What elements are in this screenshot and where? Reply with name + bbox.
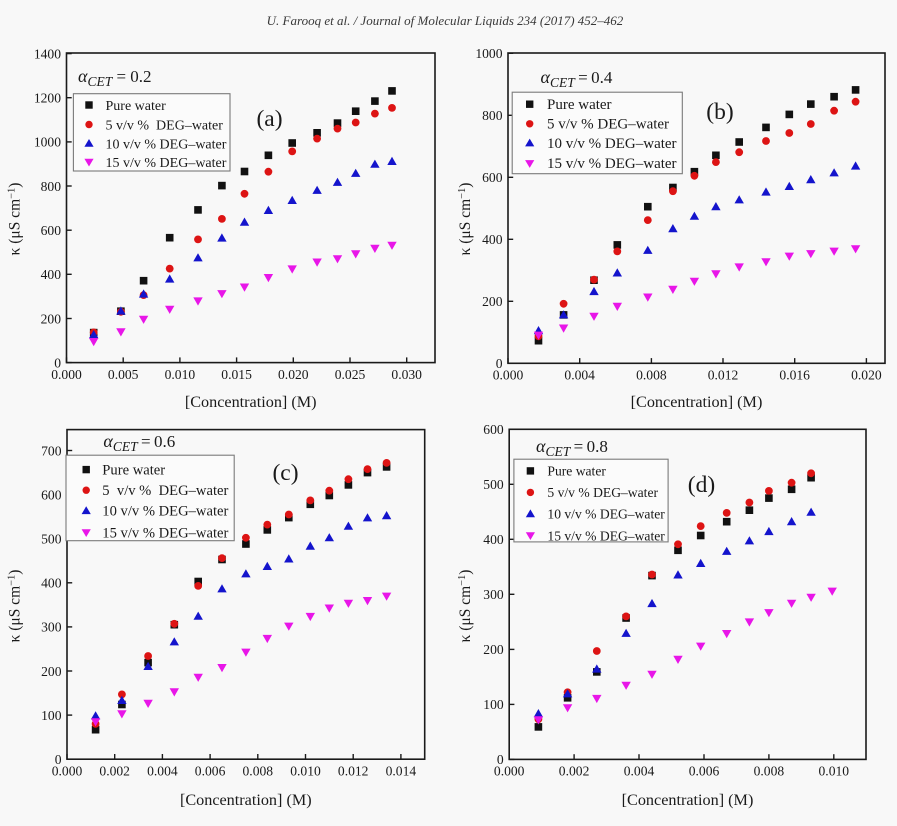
svg-text:0.008: 0.008 [754, 764, 785, 779]
svg-text:0.004: 0.004 [564, 368, 595, 383]
svg-text:κ (μS cm−1): κ (μS cm−1) [7, 183, 24, 256]
svg-text:0.010: 0.010 [290, 763, 321, 778]
svg-text:(a): (a) [256, 106, 282, 132]
svg-text:5 v/v % DEG–water: 5 v/v % DEG–water [547, 485, 658, 500]
svg-text:Pure water: Pure water [106, 99, 167, 114]
svg-text:200: 200 [41, 311, 62, 326]
svg-text:400: 400 [483, 532, 504, 547]
svg-text:600: 600 [482, 170, 503, 185]
svg-text:0.000: 0.000 [494, 764, 525, 779]
svg-text:0.002: 0.002 [559, 764, 590, 779]
svg-text:0.006: 0.006 [689, 764, 720, 779]
svg-text:15 v/v % DEG–water: 15 v/v % DEG–water [547, 156, 677, 172]
svg-text:5 v/v % DEG–water: 5 v/v % DEG–water [547, 117, 669, 133]
svg-text:15 v/v % DEG–water: 15 v/v % DEG–water [547, 528, 665, 543]
svg-text:600: 600 [483, 422, 504, 437]
svg-text:500: 500 [41, 532, 62, 547]
svg-text:0: 0 [55, 752, 62, 767]
svg-text:(b): (b) [706, 99, 733, 125]
svg-text:κ (μS cm−1): κ (μS cm−1) [457, 183, 474, 256]
svg-text:0.000: 0.000 [52, 763, 83, 778]
svg-text:1200: 1200 [34, 91, 61, 106]
svg-text:0.010: 0.010 [165, 367, 196, 382]
svg-text:100: 100 [483, 697, 504, 712]
svg-text:500: 500 [483, 477, 504, 492]
svg-text:10 v/v % DEG–water: 10 v/v % DEG–water [106, 137, 227, 152]
svg-text:(d): (d) [688, 472, 715, 498]
svg-text:200: 200 [483, 642, 504, 657]
svg-text:600: 600 [41, 487, 62, 502]
svg-text:0.014: 0.014 [386, 763, 417, 778]
svg-text:0: 0 [54, 355, 61, 370]
svg-text:Pure water: Pure water [102, 462, 165, 478]
svg-text:[Concentration] (M): [Concentration] (M) [622, 791, 754, 809]
svg-text:0.004: 0.004 [624, 764, 655, 779]
svg-text:1000: 1000 [34, 135, 61, 150]
svg-text:1400: 1400 [34, 46, 61, 61]
svg-text:600: 600 [41, 223, 62, 238]
svg-text:300: 300 [41, 620, 62, 635]
svg-text:0.030: 0.030 [391, 367, 422, 382]
svg-text:15 v/v % DEG–water: 15 v/v % DEG–water [102, 525, 228, 541]
svg-text:0.000: 0.000 [493, 368, 524, 383]
svg-text:0.005: 0.005 [108, 367, 139, 382]
svg-text:0.002: 0.002 [99, 763, 130, 778]
svg-text:15 v/v % DEG–water: 15 v/v % DEG–water [106, 156, 227, 171]
svg-text:0.012: 0.012 [708, 368, 739, 383]
svg-text:κ (μS cm−1): κ (μS cm−1) [7, 570, 24, 643]
svg-text:(c): (c) [272, 460, 298, 486]
svg-text:10 v/v % DEG–water: 10 v/v % DEG–water [547, 136, 677, 152]
svg-text:0.012: 0.012 [338, 763, 369, 778]
svg-text:0.015: 0.015 [221, 367, 252, 382]
svg-text:[Concentration] (M): [Concentration] (M) [180, 791, 312, 809]
svg-text:0.016: 0.016 [779, 368, 810, 383]
svg-text:300: 300 [483, 587, 504, 602]
svg-text:10 v/v % DEG–water: 10 v/v % DEG–water [102, 504, 228, 520]
svg-text:5 v/v % DEG–water: 5 v/v % DEG–water [102, 483, 228, 499]
svg-text:400: 400 [482, 232, 503, 247]
svg-text:0.004: 0.004 [147, 763, 178, 778]
svg-text:0.025: 0.025 [335, 367, 366, 382]
svg-text:200: 200 [482, 294, 503, 309]
svg-text:5 v/v % DEG–water: 5 v/v % DEG–water [106, 118, 224, 133]
svg-text:0.008: 0.008 [636, 368, 667, 383]
svg-text:[Concentration] (M): [Concentration] (M) [631, 393, 763, 411]
svg-text:400: 400 [41, 267, 62, 282]
svg-text:200: 200 [41, 664, 62, 679]
svg-text:0.020: 0.020 [278, 367, 309, 382]
svg-text:0: 0 [496, 356, 503, 371]
svg-text:Pure water: Pure water [547, 97, 612, 113]
svg-text:0.020: 0.020 [851, 368, 882, 383]
svg-text:1000: 1000 [475, 46, 502, 61]
svg-text:800: 800 [482, 108, 503, 123]
svg-text:Pure water: Pure water [547, 464, 606, 479]
svg-text:0.006: 0.006 [195, 763, 226, 778]
svg-text:0.010: 0.010 [819, 764, 850, 779]
svg-text:400: 400 [41, 576, 62, 591]
svg-text:[Concentration] (M): [Concentration] (M) [185, 393, 317, 411]
svg-text:800: 800 [41, 179, 62, 194]
svg-text:700: 700 [41, 443, 62, 458]
svg-text:0.008: 0.008 [243, 763, 274, 778]
svg-text:0: 0 [497, 752, 504, 767]
svg-text:U. Farooq et al. / Journal of: U. Farooq et al. / Journal of Molecular … [267, 13, 624, 28]
svg-text:κ (μS cm−1): κ (μS cm−1) [457, 570, 474, 643]
svg-text:10 v/v % DEG–water: 10 v/v % DEG–water [547, 507, 665, 522]
svg-text:0.000: 0.000 [51, 367, 82, 382]
svg-text:100: 100 [41, 708, 62, 723]
